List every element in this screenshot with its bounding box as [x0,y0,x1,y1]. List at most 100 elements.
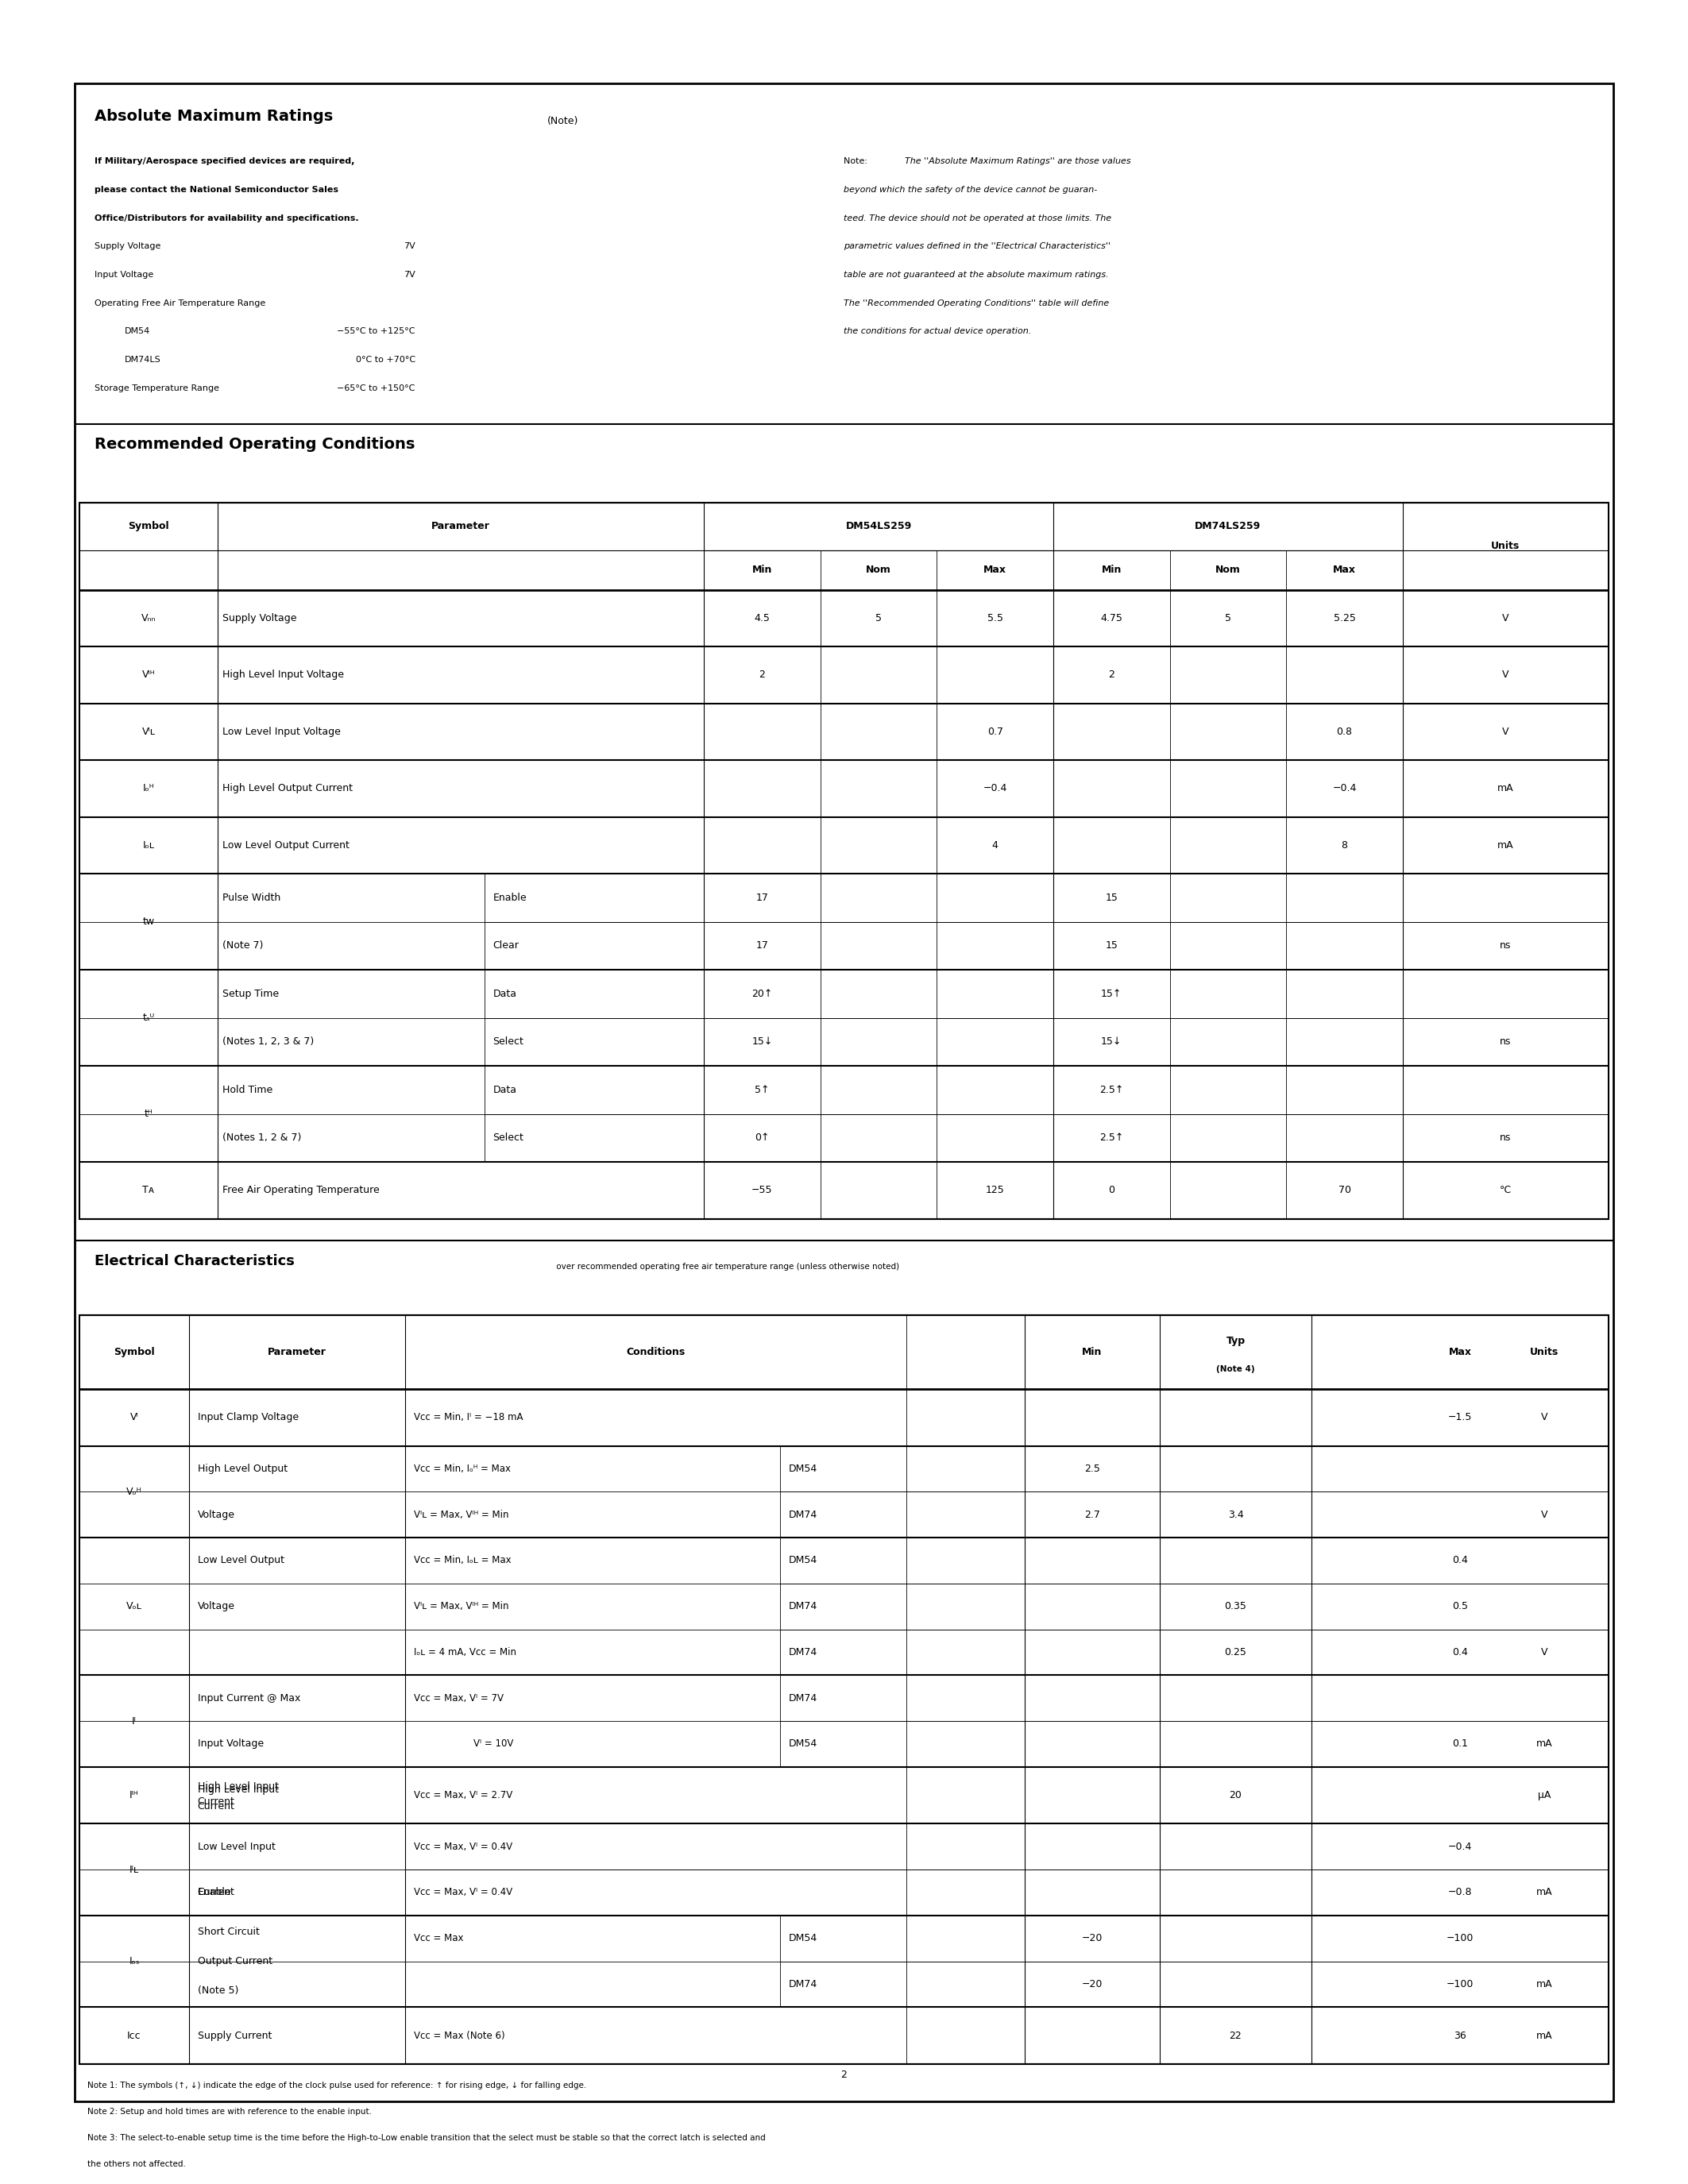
Text: DM54: DM54 [125,328,150,336]
Text: DM74: DM74 [788,1601,817,1612]
Text: If Military/Aerospace specified devices are required,: If Military/Aerospace specified devices … [95,157,354,166]
Text: 20: 20 [1229,1791,1242,1800]
Text: (Note 4): (Note 4) [1217,1365,1254,1374]
Text: −20: −20 [1082,1933,1102,1944]
Text: Iᴄᴄ: Iᴄᴄ [127,2031,142,2040]
Text: The ''Absolute Maximum Ratings'' are those values: The ''Absolute Maximum Ratings'' are tho… [905,157,1131,166]
Text: 125: 125 [986,1186,1004,1195]
Text: parametric values defined in the ''Electrical Characteristics'': parametric values defined in the ''Elect… [844,242,1111,251]
Text: Enable: Enable [197,1887,231,1898]
Text: Note 3: The select-to-enable setup time is the time before the High-to-Low enabl: Note 3: The select-to-enable setup time … [88,2134,766,2143]
Text: Free Air Operating Temperature: Free Air Operating Temperature [223,1186,380,1195]
Text: Enable: Enable [493,893,527,902]
Text: −0.8: −0.8 [1448,1887,1472,1898]
Text: Input Current @ Max: Input Current @ Max [197,1693,300,1704]
Text: DM74: DM74 [788,1979,817,1990]
Text: 8: 8 [1342,841,1347,850]
Text: table are not guaranteed at the absolute maximum ratings.: table are not guaranteed at the absolute… [844,271,1109,280]
Text: The ''Recommended Operating Conditions'' table will define: The ''Recommended Operating Conditions''… [844,299,1109,308]
Text: Typ: Typ [1225,1337,1246,1345]
Text: 2: 2 [841,2070,847,2079]
Text: Low Level Input Voltage: Low Level Input Voltage [223,727,341,736]
Text: 15↓: 15↓ [1101,1037,1123,1046]
Text: 5: 5 [876,614,881,622]
Text: Vₒʟ: Vₒʟ [127,1601,142,1612]
Text: 0.4: 0.4 [1452,1647,1469,1658]
Text: Symbol: Symbol [113,1348,155,1356]
Text: Min: Min [1082,1348,1102,1356]
Text: 0.8: 0.8 [1337,727,1352,736]
Text: Conditions: Conditions [626,1348,685,1356]
Text: Vᴄᴄ = Max, Vᴵ = 0.4V: Vᴄᴄ = Max, Vᴵ = 0.4V [414,1887,511,1898]
Text: 4.5: 4.5 [755,614,770,622]
Text: V: V [1502,670,1509,679]
Text: Electrical Characteristics: Electrical Characteristics [95,1254,295,1269]
Text: 15↓: 15↓ [751,1037,773,1046]
Text: tₛᵁ: tₛᵁ [142,1013,155,1022]
Text: 2.7: 2.7 [1084,1509,1101,1520]
Text: Min: Min [1102,566,1121,574]
Text: 0.4: 0.4 [1452,1555,1469,1566]
Text: High Level Output Current: High Level Output Current [223,784,353,793]
Text: μA: μA [1538,1791,1551,1800]
Text: Units: Units [1491,542,1521,550]
Text: −1.5: −1.5 [1448,1413,1472,1422]
Text: Select: Select [493,1133,523,1142]
Text: Vᴄᴄ = Max, Vᴵ = 0.4V: Vᴄᴄ = Max, Vᴵ = 0.4V [414,1841,511,1852]
Text: 5↑: 5↑ [755,1085,770,1094]
Text: −100: −100 [1447,1933,1474,1944]
Text: Vᴵ = 10V: Vᴵ = 10V [414,1738,513,1749]
Text: Units: Units [1529,1348,1560,1356]
Text: Tᴀ: Tᴀ [142,1186,155,1195]
Text: High Level Input
Current: High Level Input Current [197,1784,279,1806]
Text: Voltage: Voltage [197,1509,235,1520]
Text: Vᴄᴄ = Max: Vᴄᴄ = Max [414,1933,463,1944]
Text: Current: Current [197,1802,235,1813]
Text: 70: 70 [1339,1186,1350,1195]
Text: Symbol: Symbol [128,522,169,531]
Text: 5.25: 5.25 [1334,614,1355,622]
Text: High Level Output: High Level Output [197,1463,287,1474]
Text: Low Level Output: Low Level Output [197,1555,284,1566]
Text: −55°C to +125°C: −55°C to +125°C [338,328,415,336]
Text: DM74LS: DM74LS [125,356,162,365]
Text: (Note): (Note) [547,116,579,127]
Text: Iᴵʟ: Iᴵʟ [130,1865,138,1874]
Text: Input Clamp Voltage: Input Clamp Voltage [197,1413,299,1422]
Text: 15: 15 [1106,893,1117,902]
Text: V: V [1541,1413,1548,1422]
Text: teed. The device should not be operated at those limits. The: teed. The device should not be operated … [844,214,1112,223]
Text: Vᴵʟ = Max, Vᴵᴴ = Min: Vᴵʟ = Max, Vᴵᴴ = Min [414,1601,508,1612]
Text: (Notes 1, 2, 3 & 7): (Notes 1, 2, 3 & 7) [223,1037,314,1046]
Text: 17: 17 [756,941,768,950]
Text: (Note 5): (Note 5) [197,1985,238,1996]
Text: 2.5↑: 2.5↑ [1099,1085,1124,1094]
Text: Office/Distributors for availability and specifications.: Office/Distributors for availability and… [95,214,360,223]
Text: mA: mA [1497,841,1514,850]
Text: mA: mA [1497,784,1514,793]
Text: Vₒᴴ: Vₒᴴ [127,1487,142,1496]
Text: 0.25: 0.25 [1224,1647,1247,1658]
Bar [79,502,1609,1219]
Text: Input Voltage: Input Voltage [95,271,154,280]
Text: 2.5↑: 2.5↑ [1099,1133,1124,1142]
Text: beyond which the safety of the device cannot be guaran-: beyond which the safety of the device ca… [844,186,1097,194]
Text: −0.4: −0.4 [1332,784,1357,793]
Text: Vᴄᴄ = Max, Vᴵ = 2.7V: Vᴄᴄ = Max, Vᴵ = 2.7V [414,1791,511,1800]
Text: Iₒₛ: Iₒₛ [128,1957,140,1966]
Text: 0↑: 0↑ [755,1133,770,1142]
Text: DM74: DM74 [788,1647,817,1658]
Text: ns: ns [1501,1037,1511,1046]
Text: Supply Current: Supply Current [197,2031,272,2040]
Text: V: V [1502,614,1509,622]
Text: DM74: DM74 [788,1693,817,1704]
Text: ns: ns [1501,941,1511,950]
Text: −20: −20 [1082,1979,1102,1990]
Text: 2.5: 2.5 [1084,1463,1101,1474]
Text: Iₒʟ: Iₒʟ [142,841,155,850]
Text: 4.75: 4.75 [1101,614,1123,622]
Text: Vᴄᴄ = Min, Iₒᴴ = Max: Vᴄᴄ = Min, Iₒᴴ = Max [414,1463,510,1474]
Text: Vᴄᴄ = Min, Iᴵ = −18 mA: Vᴄᴄ = Min, Iᴵ = −18 mA [414,1413,523,1422]
Text: 5: 5 [1225,614,1231,622]
Text: Output Current: Output Current [197,1957,272,1966]
